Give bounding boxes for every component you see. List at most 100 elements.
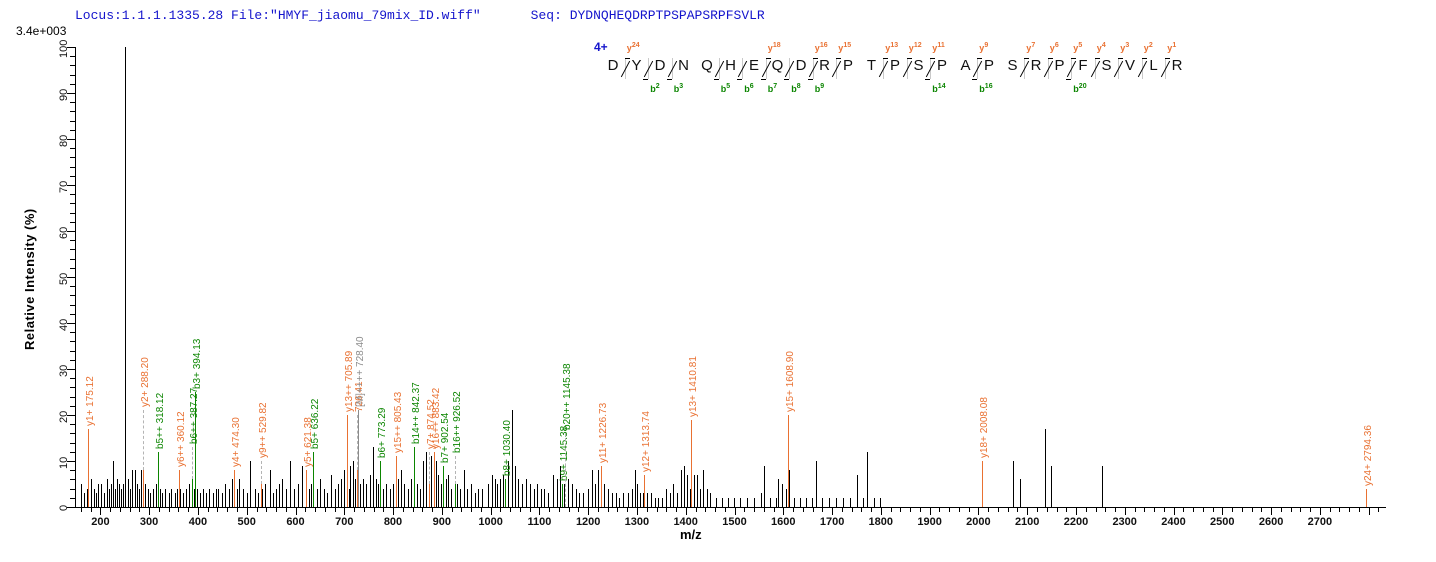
peak-label: y24+ 2794.36 <box>1362 424 1374 486</box>
x-tick-label: 2100 <box>1014 516 1040 528</box>
x-tick-label: 1300 <box>624 516 650 528</box>
ms-peak <box>491 474 493 507</box>
ms-peak <box>540 488 542 507</box>
ms-peak <box>754 497 755 507</box>
ms-peak <box>86 488 88 507</box>
x-minor-tick <box>1007 508 1009 512</box>
x-tick-label: 200 <box>91 516 110 528</box>
b-ion-label: b5 <box>720 83 731 94</box>
ms-peak <box>478 488 480 507</box>
b-ion-number: 9 <box>820 83 825 90</box>
y-minor-tick <box>70 175 75 177</box>
ms-peak <box>218 488 220 507</box>
annotated-peak <box>195 392 197 507</box>
ms-peak <box>497 484 499 507</box>
peptide-residue: N <box>678 57 689 74</box>
y-ion-label: y5 <box>1073 42 1083 53</box>
annotated-peak <box>643 474 645 507</box>
x-major-tick <box>1076 508 1077 515</box>
ms-peak <box>239 479 241 507</box>
x-minor-tick <box>822 508 824 512</box>
x-minor-tick <box>461 508 463 512</box>
x-minor-tick <box>256 508 258 512</box>
peak-label: y13+ 1410.81 <box>688 355 699 417</box>
ms-peak <box>552 474 554 507</box>
x-major-tick <box>685 508 687 515</box>
ms-peak <box>559 465 561 507</box>
ms-peak <box>467 488 469 507</box>
x-minor-tick <box>1193 508 1194 512</box>
y-ion-number: 12 <box>913 42 922 49</box>
ms-peak <box>168 493 170 507</box>
y-minor-tick <box>70 102 75 104</box>
x-major-tick <box>1173 508 1175 515</box>
ms-peak <box>597 470 599 507</box>
y-ion-label: y7 <box>1026 42 1036 53</box>
b-ion-label: b7 <box>767 83 778 94</box>
y-ion-number: 1 <box>1172 42 1177 49</box>
x-tick-label: 2200 <box>1063 516 1089 528</box>
y-axis-title: Relative Intensity (%) <box>22 208 37 350</box>
ms-peak <box>775 497 777 507</box>
ms-peak <box>632 488 634 507</box>
y-ion-label: y9 <box>979 42 989 53</box>
b-ion-label: b6 <box>744 83 754 94</box>
b-ion-tick <box>972 79 978 80</box>
x-minor-tick <box>1232 508 1234 512</box>
ms-peak <box>203 488 205 507</box>
y-minor-tick <box>70 74 75 76</box>
y-minor-tick <box>70 56 75 58</box>
b-ion-tick <box>760 79 766 80</box>
ms-peak <box>130 488 132 507</box>
b-ion-label: b9 <box>814 83 825 94</box>
x-major-tick <box>441 508 443 515</box>
x-minor-tick <box>471 508 473 512</box>
peak-label-connector <box>191 447 193 480</box>
peptide-residue: T <box>866 57 877 74</box>
y-minor-tick <box>70 203 75 205</box>
ms-peak <box>536 484 538 507</box>
ms-peak <box>703 470 705 507</box>
ms-peak <box>721 497 723 507</box>
ms-peak <box>666 488 668 507</box>
ms-peak <box>789 470 791 507</box>
peak-label: y15++ 805.43 <box>392 392 404 454</box>
ms-peak <box>575 488 577 507</box>
b-ion-label: b20 <box>1073 83 1087 94</box>
x-tick-label: 2600 <box>1258 516 1284 528</box>
y-ion-label: y2 <box>1143 42 1153 53</box>
peptide-residue: Q <box>701 57 713 74</box>
y-ion-number: 2 <box>1148 42 1153 49</box>
ms-peak <box>83 493 85 507</box>
x-minor-tick <box>549 508 551 512</box>
y-minor-tick <box>70 286 75 288</box>
y-tick-label: 30 <box>58 364 70 377</box>
annotated-peak <box>454 484 456 507</box>
x-minor-tick <box>227 508 229 512</box>
y-ion-number: 6 <box>1054 42 1059 49</box>
b-ion-number: 8 <box>796 83 801 90</box>
peptide-residue: S <box>913 57 924 74</box>
y-ion-tick <box>977 58 983 59</box>
ms-peak <box>338 484 340 507</box>
ms-peak <box>246 493 248 507</box>
x-minor-tick <box>715 508 716 512</box>
annotated-peak <box>395 456 397 507</box>
ms-peak <box>407 488 409 507</box>
y-ion-label: y13 <box>885 42 899 53</box>
b-ion-label: b14 <box>932 83 946 94</box>
x-major-tick <box>246 508 248 515</box>
ms-peak <box>320 479 322 507</box>
annotated-peak <box>982 461 984 507</box>
x-tick-label: 1000 <box>478 516 503 528</box>
ms-peak <box>607 488 609 507</box>
y-major-tick <box>67 93 75 94</box>
ms-peak <box>594 484 596 507</box>
y-ion-number: 16 <box>819 42 828 49</box>
y-ion-tick <box>1165 58 1171 59</box>
b-ion-number: 5 <box>726 83 731 90</box>
x-minor-tick <box>627 508 629 512</box>
x-minor-tick <box>802 508 804 512</box>
y-ion-tick <box>1024 58 1030 59</box>
ms-peak <box>716 497 717 507</box>
